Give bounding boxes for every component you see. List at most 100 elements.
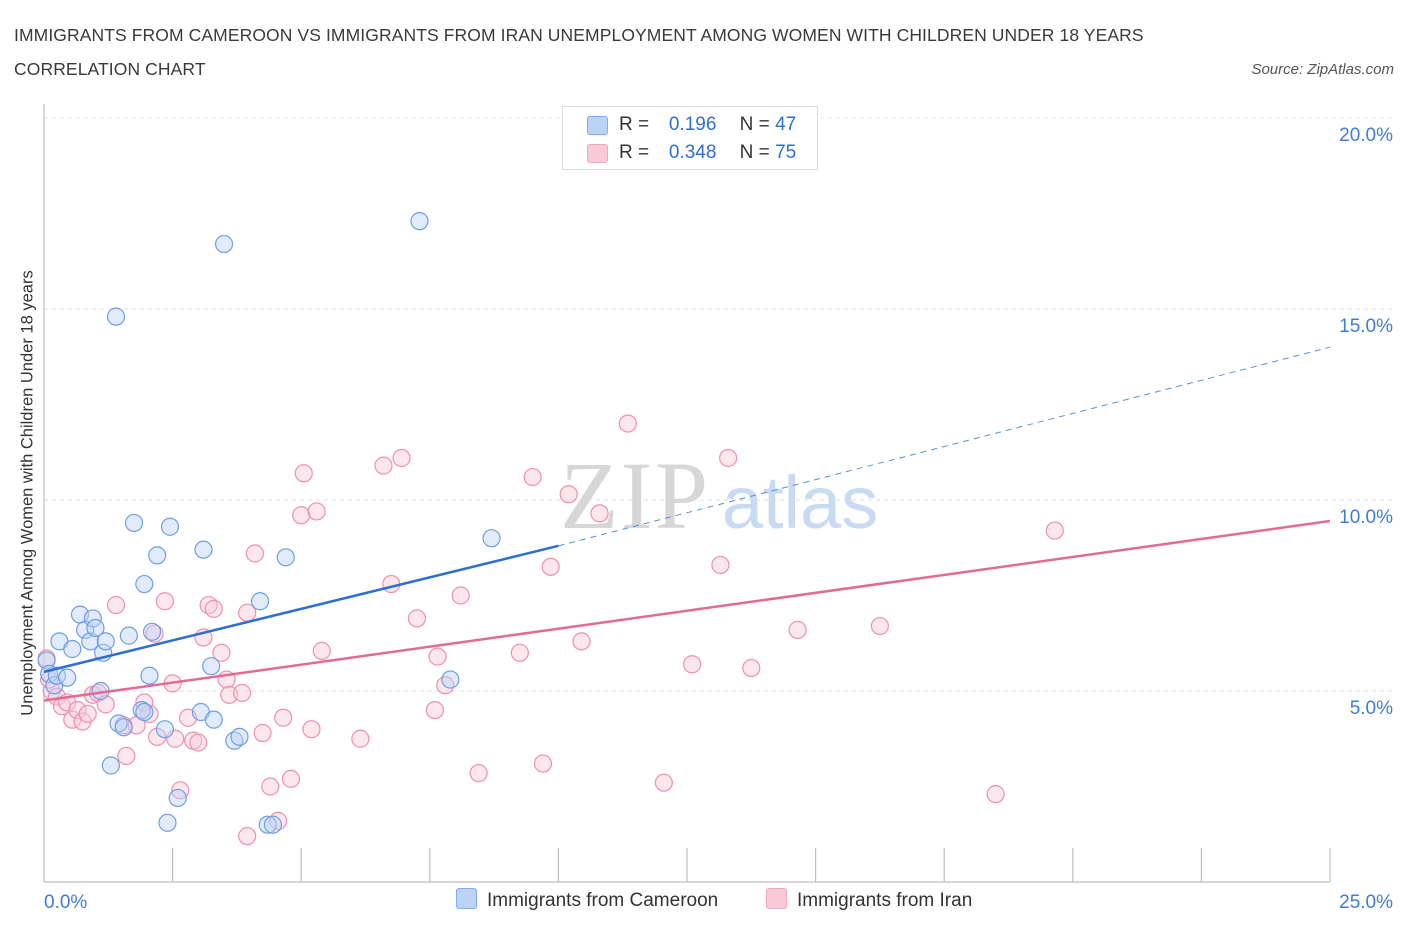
cameroon-point-41 bbox=[276, 548, 295, 567]
cameroon-point-20 bbox=[124, 513, 144, 533]
cameroon-point-25 bbox=[142, 622, 162, 641]
iran-point-67 bbox=[719, 448, 738, 468]
iran-point-39 bbox=[274, 708, 293, 727]
iran-point-41 bbox=[294, 464, 313, 483]
iran-point-33 bbox=[232, 683, 252, 703]
iran-point-73 bbox=[238, 827, 257, 846]
y-tick-label-1: 10.0% bbox=[1339, 507, 1393, 528]
trend-line-cameroon bbox=[43, 544, 559, 674]
cameroon-point-9 bbox=[81, 632, 100, 651]
y-axis-label: Unemployment Among Women with Children U… bbox=[18, 270, 37, 716]
iran-point-49 bbox=[392, 448, 411, 468]
iran-point-70 bbox=[870, 616, 890, 636]
cameroon-point-35 bbox=[214, 234, 234, 254]
cameroon-point-42 bbox=[410, 212, 429, 231]
iran-point-57 bbox=[523, 467, 542, 487]
tick-labels: 5.0% 10.0% 15.0% 20.0% 0.0% 25.0% bbox=[44, 125, 1393, 913]
bottom-legend-label-iran: Immigrants from Iran bbox=[797, 890, 973, 911]
axes bbox=[43, 104, 1331, 883]
legend-r-value-iran: 0.348 bbox=[668, 142, 717, 163]
legend-r-label: R = bbox=[619, 142, 650, 163]
legend-n-value-cameroon: 47 bbox=[775, 114, 797, 135]
bottom-legend-cameroon: Immigrants from Cameroon bbox=[456, 888, 718, 914]
trend-lines bbox=[43, 346, 1331, 702]
cameroon-point-19 bbox=[119, 626, 138, 645]
cameroon-point-33 bbox=[202, 657, 221, 676]
trend-line-cameroon-extension bbox=[558, 346, 1331, 547]
iran-point-20 bbox=[155, 592, 174, 611]
legend-swatch-iran bbox=[587, 144, 608, 163]
cameroon-point-5 bbox=[58, 668, 77, 687]
series-cameroon-points bbox=[37, 212, 501, 834]
cameroon-point-30 bbox=[168, 788, 187, 808]
y-tick-label-0: 5.0% bbox=[1350, 698, 1393, 719]
cameroon-point-0 bbox=[37, 651, 56, 670]
watermark-zip: ZIP bbox=[560, 442, 710, 549]
chart-title: IMMIGRANTS FROM CAMEROON VS IMMIGRANTS F… bbox=[14, 25, 1144, 79]
iran-point-40 bbox=[281, 769, 301, 788]
iran-point-62 bbox=[590, 504, 609, 523]
iran-point-12 bbox=[106, 595, 126, 615]
cameroon-point-23 bbox=[135, 574, 154, 594]
iran-point-52 bbox=[428, 647, 447, 666]
cameroon-point-29 bbox=[160, 517, 180, 536]
x-tick-label-min: 0.0% bbox=[44, 892, 87, 913]
iran-point-30 bbox=[212, 643, 231, 662]
iran-point-71 bbox=[986, 785, 1005, 804]
cameroon-point-26 bbox=[148, 546, 167, 565]
iran-point-42 bbox=[292, 506, 311, 525]
cameroon-point-15 bbox=[101, 756, 120, 775]
legend-n-label: N = bbox=[739, 114, 770, 135]
iran-point-14 bbox=[117, 746, 136, 766]
iran-point-69 bbox=[788, 620, 807, 639]
legend-swatch-cameroon bbox=[587, 116, 608, 135]
watermark-atlas: atlas bbox=[722, 461, 878, 544]
iran-point-51 bbox=[425, 700, 445, 720]
iran-point-60 bbox=[559, 485, 578, 504]
cameroon-point-32 bbox=[194, 540, 213, 559]
iran-point-11 bbox=[96, 695, 115, 714]
bottom-legend-label-cameroon: Immigrants from Cameroon bbox=[487, 890, 719, 911]
legend-n-label: N = bbox=[739, 142, 770, 163]
iran-point-48 bbox=[382, 574, 401, 594]
cameroon-point-16 bbox=[106, 307, 126, 326]
iran-point-45 bbox=[312, 641, 331, 660]
iran-point-35 bbox=[245, 544, 265, 563]
cameroon-point-39 bbox=[258, 815, 277, 834]
cameroon-point-11 bbox=[86, 618, 105, 638]
iran-point-50 bbox=[407, 609, 427, 628]
source-label: Source: ZipAtlas.com bbox=[1251, 61, 1394, 78]
cameroon-point-34 bbox=[204, 710, 223, 729]
trend-line-iran bbox=[43, 519, 1331, 702]
iran-point-26 bbox=[189, 733, 208, 752]
iran-point-68 bbox=[742, 658, 761, 678]
bottom-legend-swatch-iran bbox=[766, 888, 787, 909]
iran-point-61 bbox=[572, 632, 591, 651]
iran-point-55 bbox=[469, 764, 488, 783]
cameroon-point-38 bbox=[250, 592, 270, 611]
cameroon-point-14 bbox=[96, 632, 115, 651]
cameroon-point-18 bbox=[114, 718, 133, 737]
iran-point-36 bbox=[253, 723, 272, 743]
iran-point-6 bbox=[68, 700, 87, 720]
iran-point-46 bbox=[351, 729, 370, 748]
cameroon-point-43 bbox=[441, 670, 460, 689]
x-tick-label-max: 25.0% bbox=[1339, 892, 1393, 913]
iran-point-58 bbox=[533, 754, 553, 773]
iran-point-29 bbox=[204, 599, 223, 618]
cameroon-point-24 bbox=[140, 666, 159, 685]
cameroon-point-22 bbox=[135, 702, 154, 722]
iran-point-8 bbox=[78, 704, 97, 724]
bottom-legend-swatch-cameroon bbox=[456, 888, 477, 909]
cameroon-point-40 bbox=[263, 815, 283, 834]
iran-point-66 bbox=[711, 555, 730, 575]
iran-point-19 bbox=[148, 727, 167, 746]
iran-point-56 bbox=[510, 643, 529, 662]
y-tick-label-2: 15.0% bbox=[1339, 316, 1393, 337]
iran-point-63 bbox=[618, 414, 637, 433]
cameroon-point-27 bbox=[155, 720, 174, 739]
iran-point-72 bbox=[1045, 521, 1064, 540]
cameroon-point-28 bbox=[158, 813, 177, 832]
iran-point-47 bbox=[374, 456, 393, 475]
